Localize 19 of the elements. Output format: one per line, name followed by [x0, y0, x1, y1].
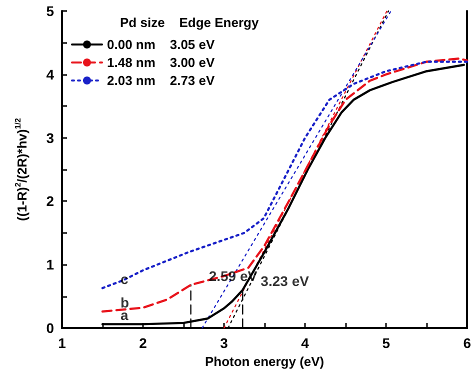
x-tick-label: 5	[382, 335, 390, 351]
legend-label: 2.03 nm 2.73 eV	[107, 73, 216, 88]
x-axis-title: Photon energy (eV)	[204, 354, 324, 369]
x-tick-label: 2	[139, 335, 148, 351]
y-axis-title: ((1-R)2/(2R)*hv)1/2	[14, 117, 30, 221]
y-tick-label: 1	[46, 256, 54, 273]
legend-label: 1.48 nm 3.00 eV	[107, 55, 216, 70]
annotation: 3.23 eV	[260, 272, 310, 289]
legend-label: 0.00 nm 3.05 eV	[107, 37, 216, 52]
x-tick-label: 1	[58, 335, 66, 351]
x-tick-label: 6	[463, 335, 472, 351]
y-tick-label: 3	[46, 130, 54, 146]
y-tick-label: 2	[46, 193, 54, 210]
legend-title: Pd size Edge Energy	[120, 15, 260, 30]
y-tick-label: 5	[46, 3, 54, 19]
y-tick-label: 4	[46, 66, 54, 82]
x-tick-label: 3	[220, 335, 228, 351]
y-tick-label: 0	[46, 320, 54, 336]
x-tick-label: 4	[301, 335, 310, 351]
